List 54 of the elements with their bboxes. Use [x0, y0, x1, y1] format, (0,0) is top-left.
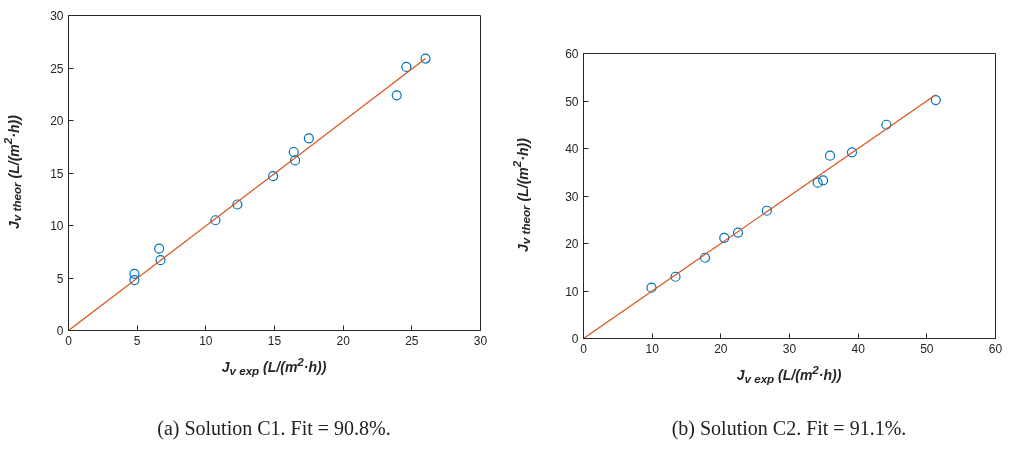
- point: [154, 243, 165, 254]
- point: [761, 205, 772, 216]
- x-tick-label: 30: [782, 341, 797, 356]
- y-tick-label: 60: [565, 47, 579, 61]
- x-tick-label: 60: [988, 341, 1003, 356]
- point: [881, 119, 892, 130]
- x-tick-label: 10: [645, 341, 660, 356]
- point: [288, 146, 299, 158]
- y-tick-label: 25: [50, 61, 64, 76]
- y-tick-label: 5: [56, 271, 64, 286]
- x-tick-label: 50: [920, 341, 934, 356]
- x-tick-label: 15: [267, 333, 282, 348]
- point: [129, 268, 140, 279]
- x-tick-label: 20: [714, 341, 728, 356]
- point: [391, 90, 402, 101]
- x-axis-title: J$_{v exp}$ (L/(m$^{2}$·h)): [735, 362, 843, 388]
- y-tick-label: 20: [50, 114, 64, 128]
- point: [232, 199, 243, 210]
- point: [812, 177, 823, 188]
- point: [670, 271, 681, 282]
- x-tick-label: 20: [336, 333, 351, 348]
- x-tick-label: 10: [199, 333, 213, 348]
- point: [420, 53, 431, 64]
- x-tick-label: 40: [851, 341, 866, 356]
- point: [646, 282, 657, 293]
- point: [732, 227, 744, 238]
- point: [824, 150, 836, 161]
- point: [129, 275, 140, 286]
- y-tick-label: 15: [50, 166, 64, 181]
- point: [930, 94, 941, 106]
- point: [155, 255, 166, 266]
- y-tick-label: 30: [50, 9, 64, 23]
- point: [303, 133, 314, 144]
- y-tick-label: 0: [56, 324, 64, 338]
- x-axis-title: J$_{v exp}$ (L/(m$^{2}$·h)): [220, 354, 328, 380]
- x-tick-label: 25: [405, 333, 419, 348]
- point: [818, 175, 829, 186]
- point: [401, 61, 412, 73]
- text: (a) Solution C1. Fit = 90.8%.: [156, 416, 392, 442]
- point: [210, 215, 221, 226]
- x-tick-label: 30: [473, 333, 488, 348]
- y-tick-label: 30: [565, 189, 579, 204]
- point: [846, 147, 858, 158]
- y-tick-label: 10: [50, 219, 64, 233]
- y-tick-label: 40: [565, 142, 579, 156]
- point: [290, 155, 301, 166]
- point: [699, 252, 711, 263]
- x-tick-label: 5: [133, 333, 141, 348]
- y-tick-label: 10: [565, 284, 579, 299]
- point: [719, 232, 730, 243]
- y-tick-label: 50: [565, 94, 579, 109]
- point: [268, 171, 279, 182]
- y-tick-label: 20: [565, 237, 579, 251]
- text: (b) Solution C2. Fit = 91.1%.: [670, 416, 908, 442]
